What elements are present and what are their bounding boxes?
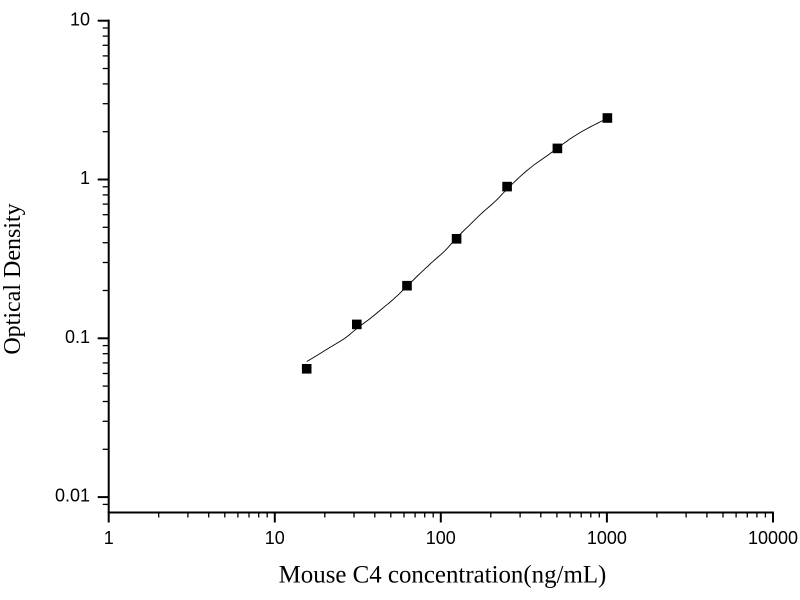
svg-text:Mouse C4 concentration(ng/mL): Mouse C4 concentration(ng/mL) bbox=[279, 562, 607, 589]
svg-text:0.1: 0.1 bbox=[65, 327, 90, 347]
svg-text:1000: 1000 bbox=[587, 528, 627, 548]
svg-text:10: 10 bbox=[265, 528, 285, 548]
svg-text:10000: 10000 bbox=[748, 528, 798, 548]
svg-text:10: 10 bbox=[70, 9, 90, 29]
svg-text:100: 100 bbox=[426, 528, 456, 548]
svg-text:1: 1 bbox=[104, 528, 114, 548]
svg-text:0.01: 0.01 bbox=[55, 486, 90, 506]
svg-text:Optical Density: Optical Density bbox=[0, 203, 26, 354]
svg-text:1: 1 bbox=[80, 168, 90, 188]
